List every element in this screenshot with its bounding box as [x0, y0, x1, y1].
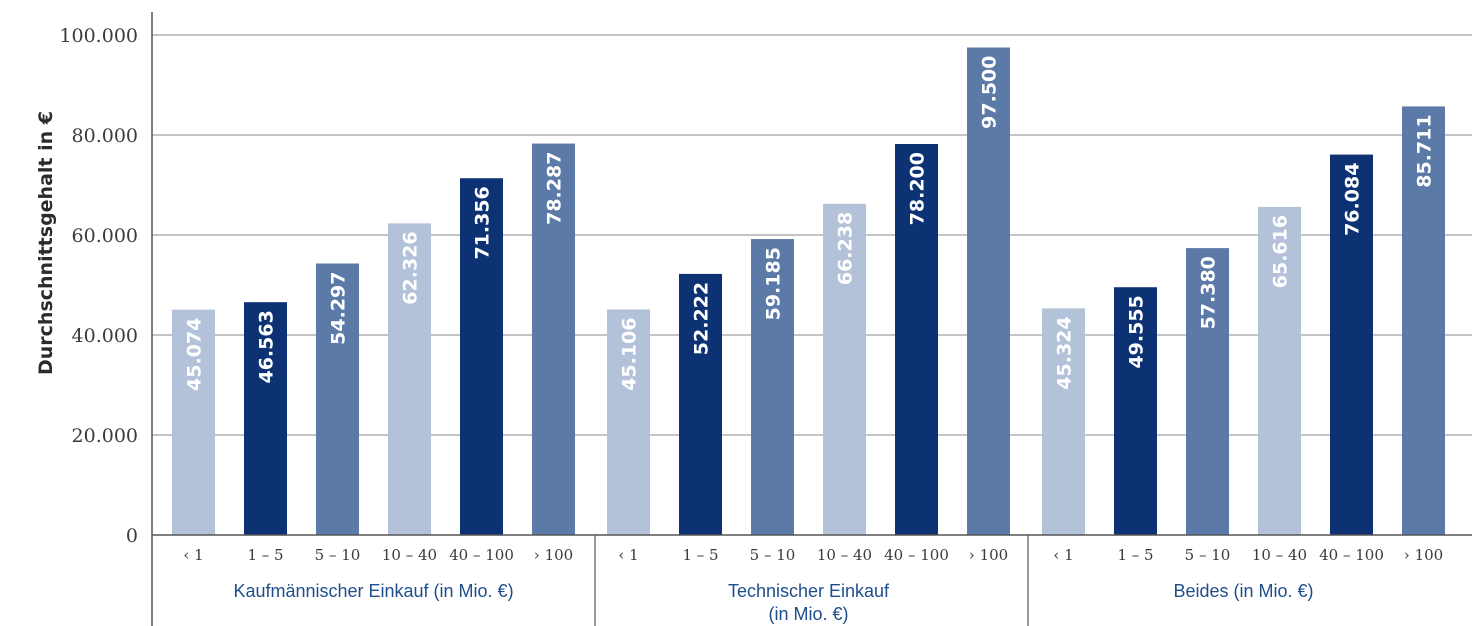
bar-value-label: 78.200	[907, 152, 929, 225]
x-axis-ticks: ‹ 1 1 – 5 5 – 10 10 – 40 40 – 100 › 100 ‹ 1 1 –…	[183, 546, 1443, 564]
x-tick-label: 1 – 5	[247, 546, 283, 564]
x-tick-label: 5 – 10	[750, 546, 796, 564]
y-tick-label: 0	[126, 525, 138, 547]
x-tick-label: 40 – 100	[1319, 546, 1384, 564]
x-tick-label: 40 – 100	[884, 546, 949, 564]
bar-value-label: 45.324	[1054, 316, 1076, 389]
x-tick-label: ‹ 1	[183, 546, 203, 564]
bar	[607, 309, 650, 535]
group-labels: Kaufmännischer Einkauf (in Mio. €) Techni…	[233, 581, 1313, 624]
x-tick-label: › 100	[1404, 546, 1443, 564]
bar	[1186, 248, 1229, 535]
bar-value-label: 78.287	[544, 152, 566, 225]
x-tick-label: 5 – 10	[1185, 546, 1231, 564]
bar-value-label: 62.326	[400, 231, 422, 304]
y-tick-label: 80.000	[72, 125, 138, 147]
x-tick-label: 10 – 40	[1252, 546, 1307, 564]
x-tick-label: 1 – 5	[1117, 546, 1153, 564]
x-tick-label: 10 – 40	[817, 546, 872, 564]
x-tick-label: 5 – 10	[315, 546, 361, 564]
bar	[751, 239, 794, 535]
bar-value-label: 46.563	[256, 310, 278, 383]
bar	[316, 263, 359, 535]
bar-value-label: 65.616	[1270, 215, 1292, 288]
y-tick-label: 20.000	[72, 425, 138, 447]
x-tick-label: 40 – 100	[449, 546, 514, 564]
y-tick-label: 100.000	[59, 25, 138, 47]
bar-value-label: 45.106	[619, 317, 641, 390]
y-tick-label: 40.000	[72, 325, 138, 347]
bar	[967, 47, 1010, 535]
bar	[1330, 154, 1373, 535]
bar-value-label: 76.084	[1342, 163, 1364, 236]
x-tick-label: › 100	[534, 546, 573, 564]
bar-value-label: 71.356	[472, 186, 494, 259]
x-tick-label: ‹ 1	[1053, 546, 1073, 564]
group-label: (in Mio. €)	[768, 604, 848, 624]
bars: 45.074 46.563 54.297 62.326 71.356 78.287 45.1…	[172, 47, 1445, 536]
bar-value-label: 59.185	[763, 247, 785, 320]
bar	[1042, 308, 1085, 535]
bar	[1258, 206, 1301, 536]
x-tick-label: › 100	[969, 546, 1008, 564]
bar	[460, 178, 503, 535]
bar-value-label: 52.222	[691, 282, 713, 355]
x-tick-label: 10 – 40	[382, 546, 437, 564]
bar	[172, 309, 215, 535]
bar-value-label: 97.500	[979, 56, 1001, 129]
bar-value-label: 57.380	[1198, 256, 1220, 329]
axes	[151, 12, 1472, 626]
gridlines	[152, 34, 1472, 436]
group-label: Technischer Einkauf	[728, 581, 890, 601]
bar-value-label: 49.555	[1126, 295, 1148, 368]
x-tick-label: 1 – 5	[682, 546, 718, 564]
bar	[823, 203, 866, 535]
bar	[895, 144, 938, 535]
x-tick-label: ‹ 1	[618, 546, 638, 564]
bar	[679, 273, 722, 535]
bar	[1402, 106, 1445, 535]
group-label: Kaufmännischer Einkauf (in Mio. €)	[233, 581, 513, 601]
y-axis-label: Durchschnittsgehalt in €	[35, 111, 57, 375]
bar	[532, 143, 575, 535]
bar	[388, 223, 431, 535]
group-label: Beides (in Mio. €)	[1173, 581, 1313, 601]
bar-value-label: 45.074	[184, 318, 206, 391]
bar	[1114, 287, 1157, 535]
bar-value-label: 85.711	[1414, 114, 1436, 187]
bar-value-label: 66.238	[835, 212, 857, 285]
y-axis-ticks: 0 20.000 40.000 60.000 80.000 100.000	[59, 25, 138, 547]
y-tick-label: 60.000	[72, 225, 138, 247]
bar	[244, 302, 287, 535]
bar-value-label: 54.297	[328, 272, 350, 345]
